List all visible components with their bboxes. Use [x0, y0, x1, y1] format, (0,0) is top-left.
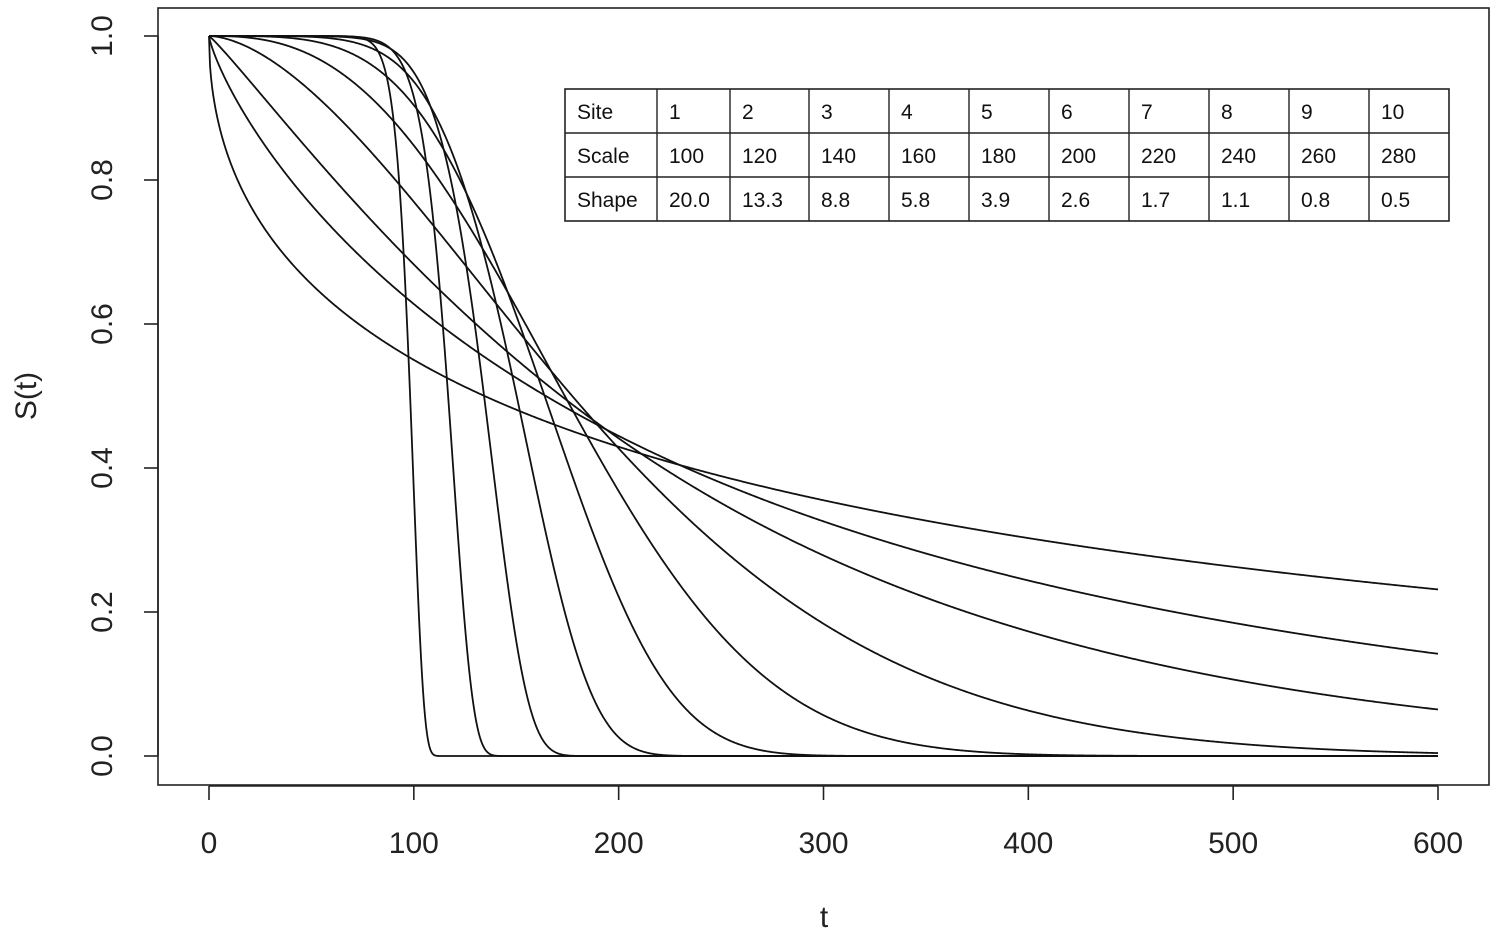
- table-cell: 5.8: [901, 189, 930, 212]
- x-tick-label: 600: [1413, 827, 1463, 860]
- table-cell: 13.3: [742, 189, 783, 212]
- table-cell: 1.1: [1221, 189, 1250, 212]
- x-tick-label: 0: [201, 827, 218, 860]
- table-cell: 220: [1141, 145, 1176, 168]
- table-cell: 200: [1061, 145, 1096, 168]
- x-tick-label: 400: [1003, 827, 1053, 860]
- table-row-header: Shape: [577, 189, 638, 212]
- survival-curve-site-8: [208, 35, 1439, 711]
- table-cell: 3.9: [981, 189, 1010, 212]
- table-cell: 20.0: [669, 189, 710, 212]
- curves-group: [208, 35, 1439, 757]
- table-cell: 6: [1061, 101, 1073, 124]
- table-cell: 160: [901, 145, 936, 168]
- y-axis-label: S(t): [10, 372, 43, 420]
- x-tick-label: 100: [389, 827, 439, 860]
- table-cell: 140: [821, 145, 856, 168]
- table-cell: 5: [981, 101, 993, 124]
- table-cell: 8.8: [821, 189, 850, 212]
- table-cell: 100: [669, 145, 704, 168]
- y-tick-label: 0.2: [86, 591, 119, 633]
- survival-curve-site-6: [209, 35, 1438, 757]
- y-tick-label: 0.4: [86, 447, 119, 489]
- table-row-header: Site: [577, 101, 613, 124]
- survival-curve-site-7: [208, 35, 1439, 754]
- x-tick-label: 300: [798, 827, 848, 860]
- y-tick-label: 0.0: [86, 735, 119, 777]
- x-axis-label: t: [820, 901, 829, 934]
- survival-curve-site-9: [208, 35, 1439, 655]
- table-border: [564, 88, 1450, 222]
- table-cell: 9: [1301, 101, 1313, 124]
- table-cell: 10: [1381, 101, 1404, 124]
- table-cell: 240: [1221, 145, 1256, 168]
- x-tick-label: 200: [594, 827, 644, 860]
- table-cell: 260: [1301, 145, 1336, 168]
- table-row-header: Scale: [577, 145, 630, 168]
- site-parameter-table: Site 1 2 3 4 5 6 7 8 9 10 Scale 100 120 140 160 180 200 22…: [564, 88, 1450, 222]
- table-cell: 7: [1141, 101, 1153, 124]
- table-cell: 180: [981, 145, 1016, 168]
- table-cell: 4: [901, 101, 913, 124]
- table-cell: 3: [821, 101, 833, 124]
- table-cell: 120: [742, 145, 777, 168]
- table-cell: 1: [669, 101, 681, 124]
- table-cell: 1.7: [1141, 189, 1170, 212]
- table-cell: 2.6: [1061, 189, 1090, 212]
- table-cell: 0.8: [1301, 189, 1330, 212]
- table-cell: 280: [1381, 145, 1416, 168]
- table-cell: 8: [1221, 101, 1233, 124]
- y-tick-label: 1.0: [86, 15, 119, 57]
- y-tick-label: 0.6: [86, 303, 119, 345]
- x-tick-label: 500: [1208, 827, 1258, 860]
- table-cell: 0.5: [1381, 189, 1410, 212]
- survival-curve-site-10: [208, 35, 1439, 591]
- table-cell: 2: [742, 101, 754, 124]
- y-tick-label: 0.8: [86, 159, 119, 201]
